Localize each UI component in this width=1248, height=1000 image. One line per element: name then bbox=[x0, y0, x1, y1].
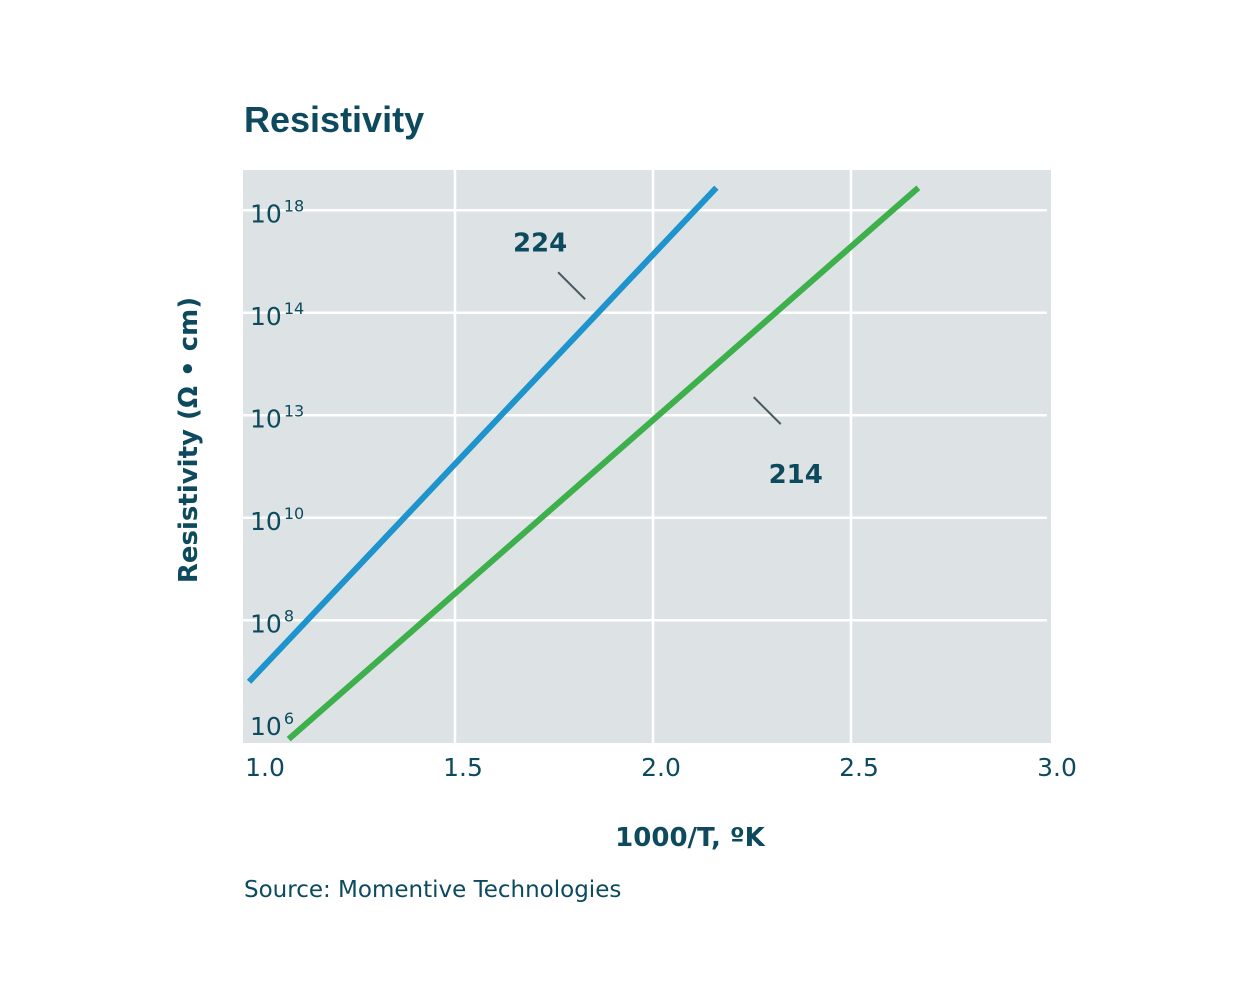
x-tick-label: 2.0 bbox=[641, 753, 681, 782]
series-label-224: 224 bbox=[513, 228, 567, 258]
y-tick-label: 10 10 bbox=[250, 504, 304, 536]
series-line-214 bbox=[286, 185, 921, 742]
axis-ticks: 1.0 1.5 2.0 2.5 3.0 10 6 10 8 10 10 10 13 10 14 10 18 bbox=[245, 197, 1077, 783]
y-tick-label: 10 8 bbox=[250, 607, 294, 639]
series-lines bbox=[246, 185, 921, 742]
leader-line-214 bbox=[753, 396, 782, 425]
x-tick-label: 2.5 bbox=[839, 753, 879, 782]
x-tick-label: 3.0 bbox=[1037, 753, 1077, 782]
y-tick-label: 10 18 bbox=[250, 197, 304, 229]
chart-title: Resistivity bbox=[244, 99, 424, 140]
series-line-224 bbox=[246, 185, 719, 684]
grid-lines bbox=[243, 170, 1047, 743]
source-note: Source: Momentive Technologies bbox=[244, 877, 621, 903]
y-tick-label: 10 6 bbox=[250, 709, 294, 741]
series-label-214: 214 bbox=[769, 460, 823, 490]
x-tick-label: 1.0 bbox=[245, 753, 285, 782]
leader-line-224 bbox=[557, 271, 586, 300]
y-tick-label: 10 14 bbox=[250, 299, 304, 331]
x-axis-label: 1000/T, ºK bbox=[615, 823, 765, 853]
y-tick-label: 10 13 bbox=[250, 402, 304, 434]
x-tick-label: 1.5 bbox=[443, 753, 483, 782]
y-axis-label: Resistivity (Ω • cm) bbox=[174, 297, 204, 583]
series-annotations: 224 214 bbox=[513, 228, 823, 490]
plot-area bbox=[243, 170, 1051, 743]
